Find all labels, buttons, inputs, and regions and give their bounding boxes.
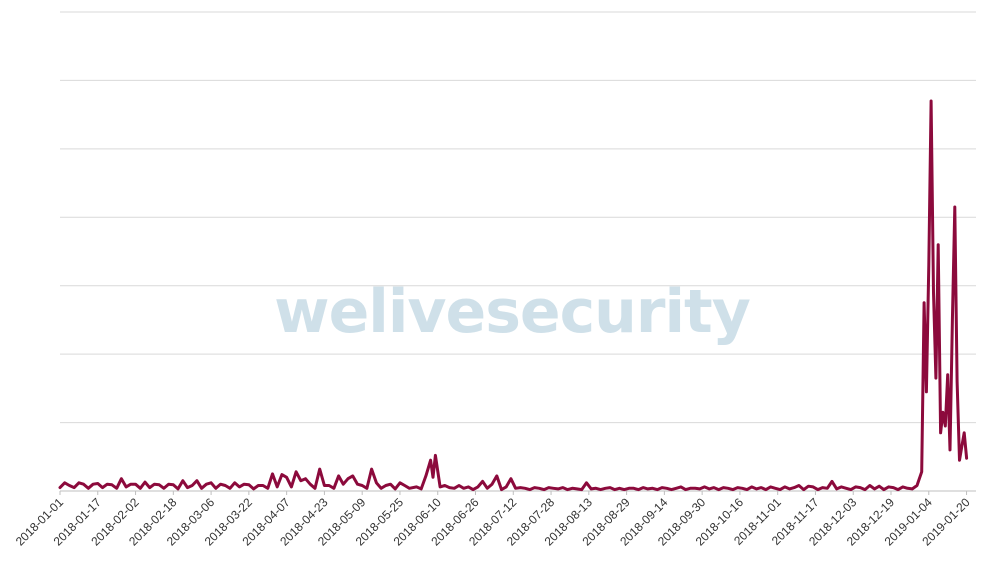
watermark-part-2: security [485, 277, 751, 347]
x-axis-ticks: 2018-01-012018-01-172018-02-022018-02-18… [13, 491, 973, 549]
watermark-text: welivesecurity [274, 277, 751, 347]
watermark-part-1: welive [274, 277, 485, 347]
series-line [58, 99, 969, 492]
watermark: welivesecurity [274, 277, 752, 347]
grid [60, 11, 976, 492]
series-layer [58, 99, 969, 492]
